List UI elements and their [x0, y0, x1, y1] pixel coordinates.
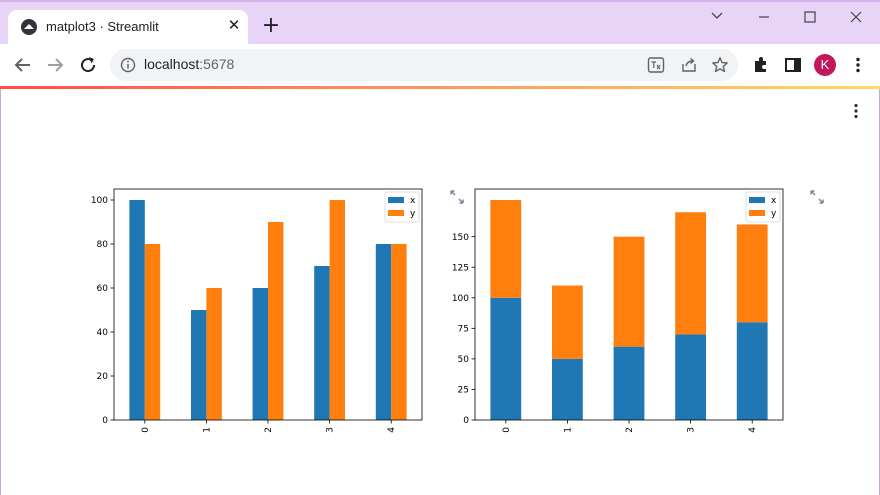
titlebar-edge: [0, 0, 880, 2]
url-text: localhost:5678: [144, 56, 234, 72]
y-tick-label: 125: [452, 263, 469, 273]
bar-x-1: [191, 310, 207, 420]
legend-label-y: y: [771, 209, 777, 219]
y-tick-label: 50: [458, 355, 470, 365]
maximize-icon[interactable]: [795, 6, 825, 28]
y-tick-label: 25: [458, 386, 469, 396]
bar-x-2: [252, 288, 268, 420]
tab-title: matplot3 · Streamlit: [46, 19, 159, 34]
x-tick-label: 2: [264, 427, 274, 433]
url-port: :5678: [199, 56, 235, 72]
side-panel-icon[interactable]: [783, 55, 803, 75]
app-menu-icon[interactable]: [846, 101, 866, 121]
url-host: localhost: [144, 56, 200, 72]
bar-x-2: [613, 346, 645, 420]
more-icon[interactable]: [848, 55, 868, 75]
bar-y-1: [552, 285, 583, 359]
star-icon[interactable]: [711, 56, 729, 74]
bar-x-0: [490, 297, 522, 420]
close-icon[interactable]: ✕: [227, 16, 241, 34]
y-tick-label: 20: [97, 372, 109, 382]
x-tick-label: 0: [141, 427, 151, 433]
stacked-bar-chart-svg: 0 1 2 3 4 0 25 50 75 100 125 150 xy: [452, 188, 784, 433]
x-tick-label: 1: [563, 427, 573, 433]
forward-icon[interactable]: [43, 53, 67, 77]
translate-icon[interactable]: [647, 56, 665, 74]
y-tick-label: 75: [458, 325, 469, 335]
y-tick-label: 100: [91, 196, 108, 206]
share-icon[interactable]: [680, 56, 698, 74]
legend-swatch-x: [749, 197, 765, 203]
bar-y-0: [490, 200, 522, 298]
fullscreen-icon[interactable]: [809, 189, 825, 205]
bar-y-0: [144, 244, 161, 420]
x-tick-label: 0: [502, 427, 512, 433]
x-tick-label: 4: [748, 427, 758, 433]
browser-toolbar: localhost:5678 K: [0, 44, 880, 86]
window-close-icon[interactable]: [841, 6, 871, 28]
legend-label-x: x: [410, 196, 416, 206]
browser-titlebar: matplot3 · Streamlit ✕ +: [0, 0, 880, 44]
x-tick-label: 4: [387, 427, 397, 433]
y-tick-label: 0: [102, 416, 108, 426]
legend-swatch-y: [749, 210, 765, 216]
y-tick-label: 100: [452, 294, 469, 304]
reload-icon[interactable]: [76, 53, 100, 77]
legend-swatch-x: [388, 197, 404, 203]
y-tick-label: 150: [452, 233, 469, 243]
x-tick-label: 2: [625, 427, 635, 433]
chevron-down-icon[interactable]: [702, 6, 732, 28]
window-border-left: [0, 89, 1, 495]
legend-swatch-y: [388, 210, 404, 216]
x-tick-label: 3: [326, 427, 336, 433]
axes-frame: [113, 188, 423, 421]
x-tick-label: 1: [202, 427, 212, 433]
x-tick-label: 3: [687, 427, 697, 433]
y-tick-label: 0: [463, 416, 469, 426]
bar-x-4: [736, 322, 768, 420]
axes-frame: [474, 188, 784, 421]
address-bar[interactable]: localhost:5678: [110, 49, 738, 81]
bar-x-1: [552, 358, 583, 420]
legend-label-x: x: [771, 196, 777, 206]
avatar[interactable]: K: [814, 54, 836, 76]
bar-y-2: [613, 236, 645, 347]
bar-x-3: [675, 334, 706, 420]
y-tick-label: 40: [97, 328, 109, 338]
fullscreen-icon[interactable]: [449, 189, 465, 205]
bar-x-0: [129, 200, 145, 420]
bar-y-2: [268, 222, 284, 420]
streamlit-decoration-bar: [0, 86, 880, 89]
minimize-icon[interactable]: [749, 6, 779, 28]
bar-y-4: [391, 244, 407, 420]
legend-label-y: y: [410, 209, 416, 219]
browser-tab[interactable]: matplot3 · Streamlit ✕: [8, 10, 248, 44]
back-icon[interactable]: [11, 53, 35, 77]
bar-y-3: [329, 200, 345, 420]
bar-x-4: [375, 244, 392, 420]
streamlit-icon: [21, 19, 37, 35]
y-tick-label: 60: [97, 284, 109, 294]
y-tick-label: 80: [97, 240, 109, 250]
bar-y-1: [206, 288, 222, 420]
bar-x-3: [314, 266, 330, 420]
info-icon[interactable]: [120, 57, 136, 73]
new-tab-button[interactable]: +: [261, 13, 281, 38]
extensions-icon[interactable]: [751, 55, 771, 75]
bar-y-4: [736, 224, 768, 323]
bar-y-3: [675, 212, 706, 335]
